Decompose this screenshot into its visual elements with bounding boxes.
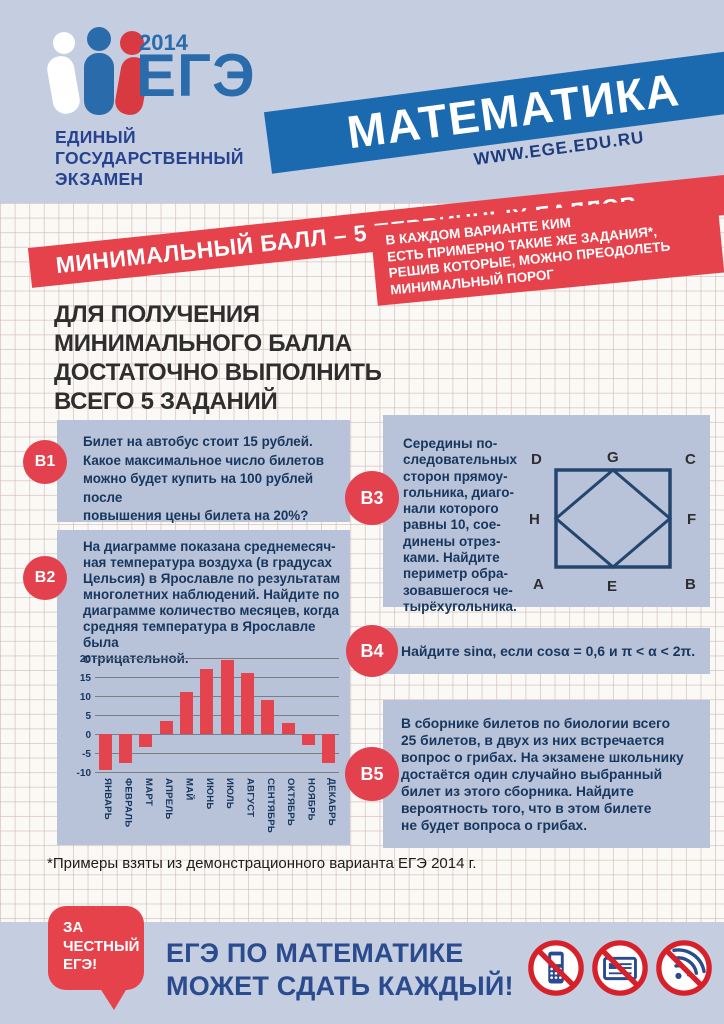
chart-bar-month-1 — [98, 734, 112, 771]
label-A: A — [533, 576, 544, 593]
chart-bar-month-5 — [180, 692, 193, 734]
task-b4-box: Найдите sinα, если cosα = 0,6 и π < α < … — [383, 628, 710, 674]
chart-month-label: АВГУСТ — [244, 778, 256, 818]
chart-ytick-label: 0 — [85, 730, 91, 741]
task-b2-box: На диаграмме показана среднемесяч- ная т… — [57, 530, 350, 845]
label-F: F — [687, 511, 696, 528]
chart-month-label: ОКТЯБРЬ — [285, 778, 297, 827]
chart-ytick-label: 20 — [79, 654, 91, 665]
chart-bar-month-6 — [200, 669, 214, 734]
chart-ytick-label: 15 — [79, 673, 91, 684]
label-G: G — [607, 449, 619, 466]
chart-gridline — [95, 677, 339, 678]
task-b1-text: Билет на автобус стоит 15 рублей. Какое … — [83, 434, 324, 523]
chart-gridline — [95, 715, 339, 716]
chart-ytick-label: 10 — [79, 692, 91, 703]
chart-bar-month-7 — [220, 659, 234, 734]
footer-slogan: ЕГЭ ПО МАТЕМАТИКЕ МОЖЕТ СДАТЬ КАЖДЫЙ! — [166, 938, 514, 1001]
chart-month-label: ДЕКАБРЬ — [325, 778, 337, 826]
chart-month-label: ФЕВРАЛЬ — [122, 778, 134, 828]
chart-bar-month-2 — [119, 734, 132, 763]
chart-ytick-label: -10 — [76, 768, 91, 779]
label-C: C — [685, 451, 696, 468]
ege-logo-people-icon — [47, 27, 149, 115]
chart-gridline — [95, 734, 339, 735]
chart-bar-month-9 — [261, 699, 275, 734]
label-H: H — [529, 511, 540, 528]
chart-month-label: НОЯБРЬ — [305, 778, 317, 821]
task-b3-box: Середины по- следовательных сторон прямо… — [383, 415, 710, 614]
chart-month-label: ЯНВАРЬ — [102, 778, 114, 820]
inscribed-quadrilateral-shape — [553, 468, 673, 569]
chart-bar-month-11 — [302, 734, 315, 746]
task-b4-text: Найдите sinα, если cosα = 0,6 и π < α < … — [401, 643, 696, 659]
chart-gridline — [95, 772, 339, 773]
task-b5-badge: B5 — [345, 747, 399, 801]
honest-ege-bubble: ЗА ЧЕСТНЫЙ ЕГЭ! — [48, 906, 144, 990]
chart-gridline — [95, 658, 339, 659]
chart-month-label: ИЮНЬ — [203, 778, 215, 810]
main-heading: ДЛЯ ПОЛУЧЕНИЯ МИНИМАЛЬНОГО БАЛЛА ДОСТАТО… — [54, 301, 382, 415]
logo-year: 2014 — [139, 30, 188, 55]
task-b1-badge: B1 — [23, 440, 67, 484]
label-E: E — [607, 578, 617, 595]
chart-month-label: ИЮЛЬ — [224, 778, 236, 809]
task-b3-badge: B3 — [345, 471, 399, 525]
task-b5-text: В сборнике билетов по биологии всего 25 … — [401, 716, 684, 833]
chart-month-label: МАРТ — [142, 778, 154, 806]
chart-bar-month-8 — [241, 673, 254, 734]
chart-month-label: МАЙ — [183, 778, 195, 801]
org-name: ЕДИНЫЙ ГОСУДАРСТВЕННЫЙ ЭКЗАМЕН — [55, 127, 244, 189]
rectangle-shape — [554, 468, 672, 569]
task-b4-badge: B4 — [346, 625, 398, 677]
chart-month-label: АПРЕЛЬ — [163, 778, 175, 820]
chart-gridline — [95, 696, 339, 697]
task-b2-badge: B2 — [23, 556, 67, 600]
chart-bar-month-12 — [322, 734, 336, 763]
chart-bar-month-4 — [159, 720, 173, 734]
no-cheat-sheet-icon — [592, 940, 648, 996]
label-B: B — [685, 576, 696, 593]
task-b1-box: Билет на автобус стоит 15 рублей. Какое … — [57, 420, 350, 523]
chart-gridline — [95, 753, 339, 754]
label-D: D — [531, 451, 542, 468]
chart-bar-month-3 — [139, 734, 153, 748]
chart-bar-month-10 — [281, 722, 295, 734]
temperature-bar-chart: 20 15 10 5 0 -5 -10 ЯНВАРЬ ФЕВРАЛЬ МАРТ АПРЕЛЬ МАЙ И… — [57, 648, 350, 845]
logo-ege-text: ЕГЭ — [136, 42, 256, 109]
task-b2-text: На диаграмме показана среднемесяч- ная т… — [83, 539, 341, 666]
chart-ytick-label: 5 — [85, 711, 91, 722]
no-mobile-phone-icon — [528, 940, 584, 996]
task-b5-box: В сборнике билетов по биологии всего 25 … — [383, 700, 710, 848]
task-b3-text: Середины по- следовательных сторон прямо… — [403, 436, 518, 614]
chart-month-label: СЕНТЯБРЬ — [264, 778, 276, 833]
no-wifi-icon — [656, 940, 712, 996]
footnote: *Примеры взяты из демонстрационного вари… — [47, 855, 477, 872]
rectangle-diagram: D G C H F A E B — [529, 449, 696, 595]
chart-ytick-label: -5 — [82, 749, 91, 760]
